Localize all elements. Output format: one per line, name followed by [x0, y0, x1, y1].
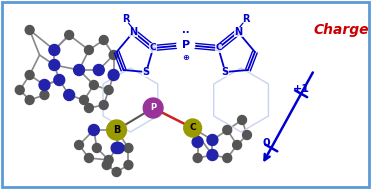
Circle shape [84, 104, 93, 112]
Circle shape [184, 119, 201, 137]
Circle shape [84, 153, 93, 163]
Circle shape [49, 44, 60, 56]
Text: N: N [129, 27, 138, 37]
Text: R: R [122, 14, 129, 24]
Circle shape [111, 143, 122, 153]
Circle shape [93, 64, 104, 75]
Text: R: R [242, 14, 250, 24]
Circle shape [25, 95, 34, 105]
Circle shape [99, 101, 108, 109]
Text: 0: 0 [263, 138, 270, 148]
Circle shape [104, 156, 113, 164]
Text: +1: +1 [292, 84, 310, 94]
Circle shape [107, 120, 126, 140]
Circle shape [192, 136, 203, 147]
Circle shape [207, 149, 218, 160]
Circle shape [207, 135, 218, 146]
Circle shape [243, 130, 252, 139]
Text: ⊕: ⊕ [182, 53, 189, 61]
Circle shape [75, 140, 84, 149]
Circle shape [40, 91, 49, 99]
Circle shape [15, 85, 24, 94]
Circle shape [232, 140, 242, 149]
Circle shape [177, 36, 195, 54]
Text: S: S [222, 67, 229, 77]
Text: P: P [150, 104, 156, 112]
Circle shape [193, 153, 202, 163]
Circle shape [49, 60, 60, 70]
Text: Charge: Charge [313, 23, 369, 37]
Circle shape [124, 160, 133, 170]
Text: C: C [150, 43, 156, 53]
Circle shape [84, 46, 93, 54]
Text: S: S [142, 67, 150, 77]
Circle shape [102, 160, 111, 170]
Text: P: P [182, 40, 190, 50]
Circle shape [25, 70, 34, 80]
Circle shape [25, 26, 34, 35]
Circle shape [88, 125, 99, 136]
Circle shape [113, 143, 124, 153]
Circle shape [223, 125, 232, 135]
Circle shape [109, 50, 118, 60]
Circle shape [99, 36, 108, 44]
Circle shape [89, 81, 98, 90]
Circle shape [39, 80, 50, 91]
Circle shape [223, 153, 232, 163]
Circle shape [54, 74, 65, 85]
Text: C: C [215, 43, 222, 53]
Circle shape [108, 70, 119, 81]
Circle shape [80, 95, 88, 105]
Circle shape [64, 90, 75, 101]
Circle shape [238, 115, 246, 125]
Text: B: B [113, 125, 120, 135]
Circle shape [104, 85, 113, 94]
Circle shape [124, 143, 133, 153]
Circle shape [143, 98, 163, 118]
Circle shape [74, 64, 84, 75]
Text: ··: ·· [182, 28, 189, 38]
Circle shape [112, 167, 121, 177]
Text: N: N [234, 27, 242, 37]
Text: C: C [189, 123, 196, 132]
Circle shape [65, 30, 74, 40]
Circle shape [92, 143, 101, 153]
